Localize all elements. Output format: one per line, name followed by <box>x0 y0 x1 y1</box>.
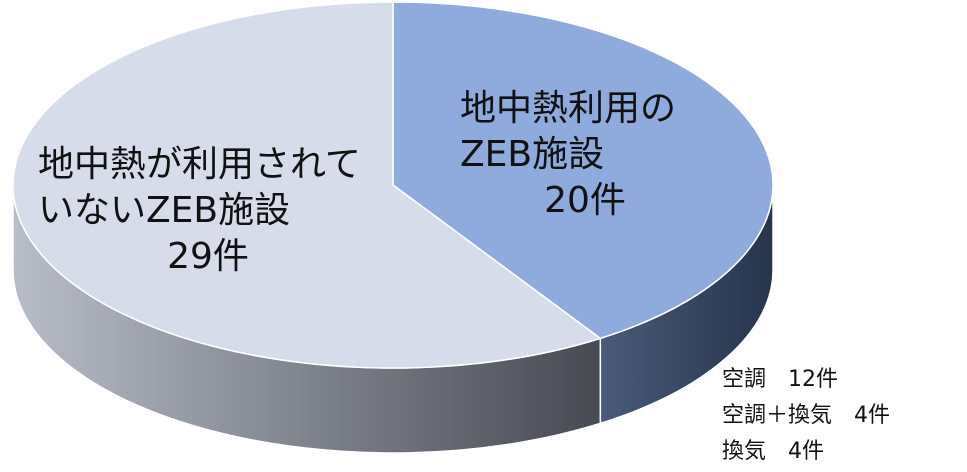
value-label: 29件 <box>167 236 249 277</box>
slice-label: 地中熱利用のZEB施設 20件 <box>460 86 710 224</box>
category-label: 地中熱が利用されていないZEB施設 <box>38 144 361 231</box>
annotation: 空調＋換気 4件 <box>722 403 890 428</box>
annotation-list: 空調 12件空調＋換気 4件 換気 4件 <box>722 362 890 470</box>
value-label: 20件 <box>544 180 626 221</box>
annotation: 換気 4件 <box>722 439 824 464</box>
category-label: 地中熱利用のZEB施設 <box>460 88 677 175</box>
slice <box>392 1 774 340</box>
slice-label: 地中熱が利用されていないZEB施設 29件 <box>38 142 378 280</box>
annotation: 空調 12件 <box>722 367 838 392</box>
slice <box>12 1 602 369</box>
